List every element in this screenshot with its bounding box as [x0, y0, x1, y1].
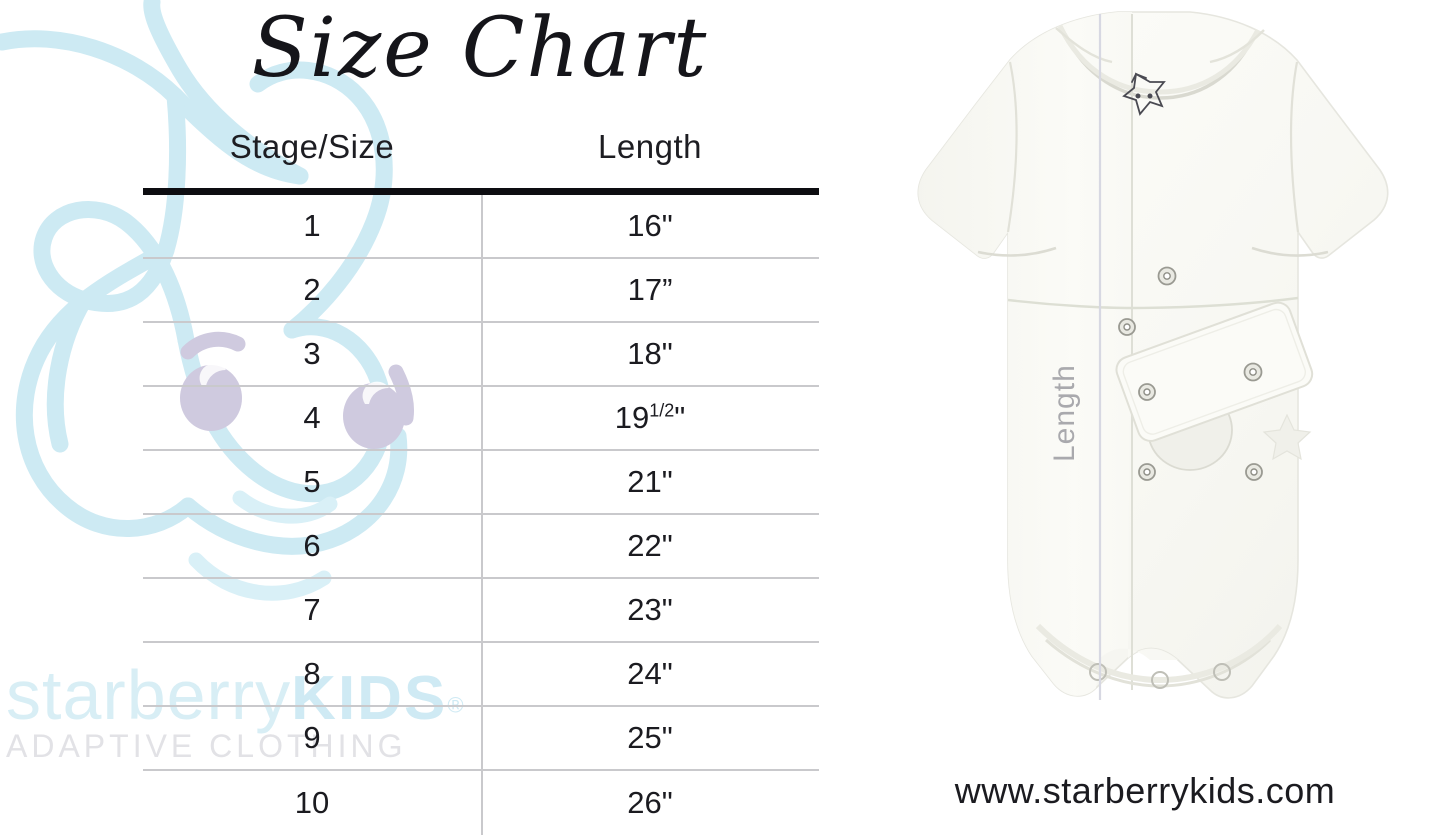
cell-stage-size: 8 [303, 656, 321, 691]
size-table: Stage/Size Length 1 16" 2 17” 3 18" 4 191/2" 5 21… [143, 128, 819, 835]
cell-length: 17” [627, 272, 673, 307]
cell-length: 24" [627, 656, 673, 691]
cell-stage-size: 3 [303, 336, 321, 371]
table-row: 10 26" [143, 771, 819, 835]
garment-length-measure-label: Length [1048, 364, 1081, 462]
column-header-length: Length [598, 128, 702, 165]
length-whole: 19 [614, 400, 650, 435]
cell-length: 21" [627, 464, 673, 499]
cell-length: 26" [627, 785, 673, 820]
cell-length: 22" [627, 528, 673, 563]
cell-length: 18" [627, 336, 673, 371]
cell-stage-size: 2 [303, 272, 321, 307]
cell-stage-size: 1 [303, 208, 321, 243]
product-photo-bodysuit [917, 11, 1389, 700]
cell-length: 23" [627, 592, 673, 627]
cell-stage-size: 6 [303, 528, 321, 563]
cell-length: 16" [627, 208, 673, 243]
page-title: Size Chart [251, 1, 709, 96]
cell-length: 191/2" [481, 400, 819, 436]
table-header-row: Stage/Size Length [143, 128, 819, 188]
column-header-stage-size: Stage/Size [229, 128, 395, 165]
length-fraction: 1/2 [649, 400, 675, 421]
cell-stage-size: 9 [303, 720, 321, 755]
table-body: 1 16" 2 17” 3 18" 4 191/2" 5 21" 6 22" 7 23" 8 24" 9 25" 1… [143, 195, 819, 835]
cell-length: 25" [627, 720, 673, 755]
cell-stage-size: 5 [303, 464, 321, 499]
cell-stage-size: 7 [303, 592, 321, 627]
table-header-rule [143, 188, 819, 195]
website-url: www.starberrykids.com [954, 770, 1336, 811]
cell-stage-size: 10 [294, 785, 330, 820]
cell-stage-size: 4 [303, 400, 321, 435]
table-column-divider [481, 195, 483, 835]
length-inch-mark: " [674, 400, 686, 435]
